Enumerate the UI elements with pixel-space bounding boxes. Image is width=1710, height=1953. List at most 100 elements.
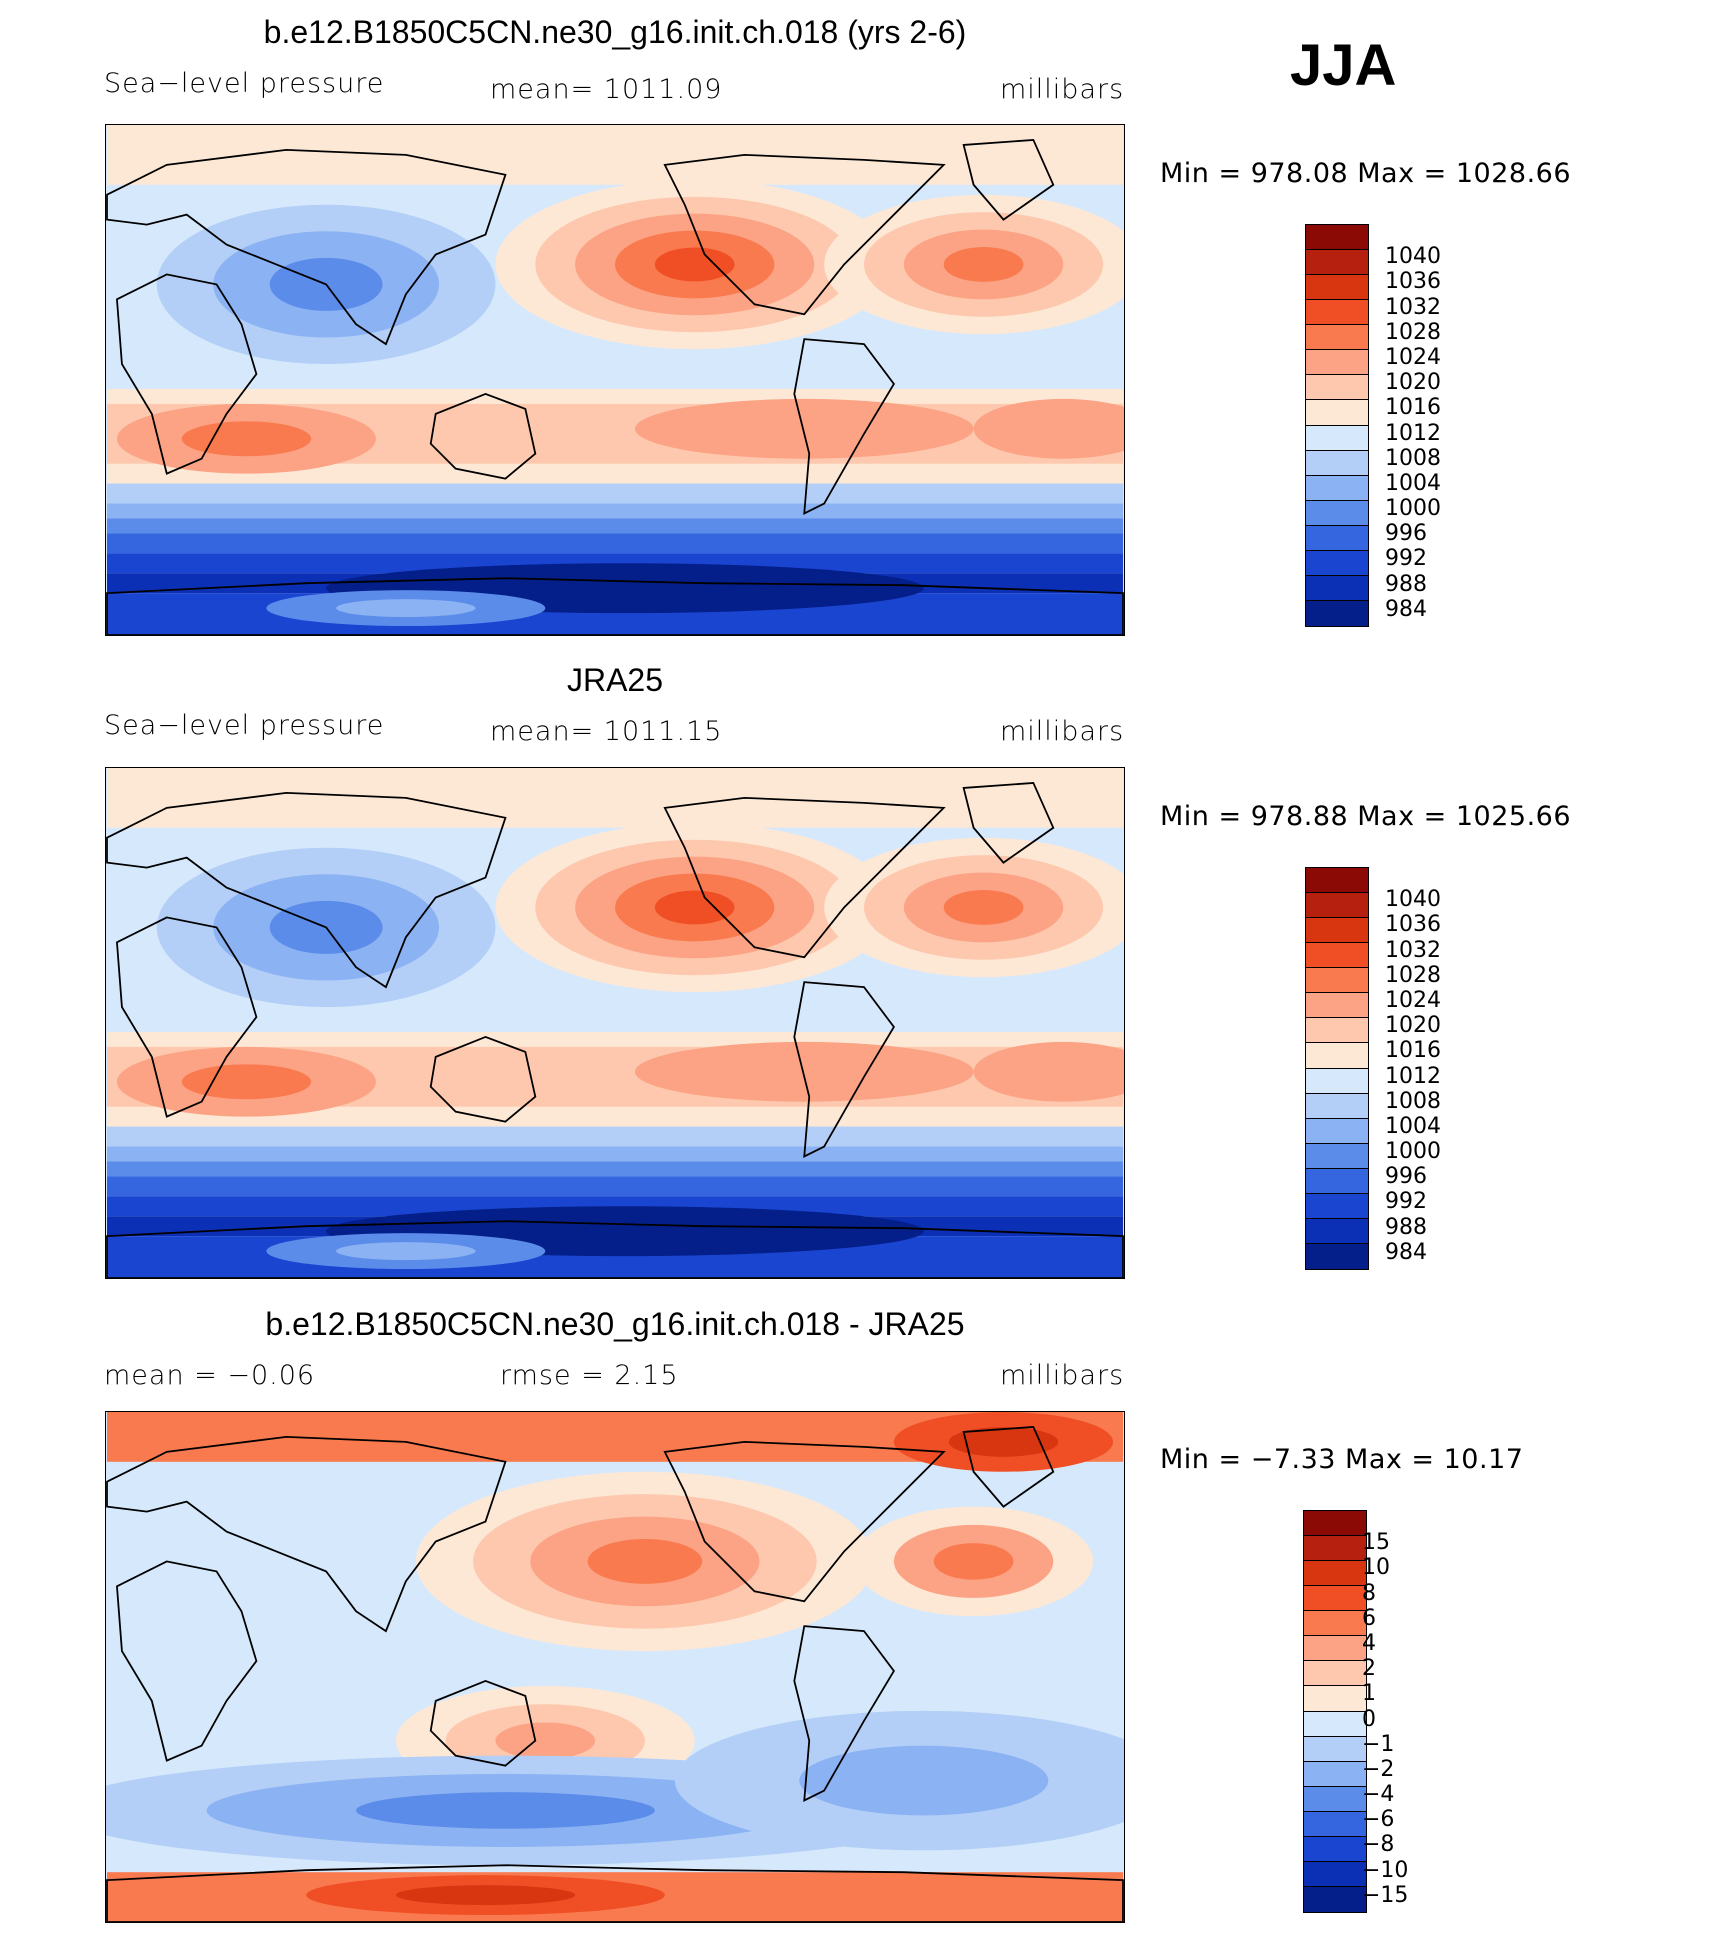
colorbar-tick-label: 992 (1385, 546, 1427, 572)
colorbar-tick-label: 988 (1385, 571, 1427, 597)
panel-2-variable-label: Sea−level pressure (104, 710, 385, 741)
northern-band (106, 768, 1124, 828)
colorbar-swatch (1306, 943, 1368, 969)
colorbar-swatch (1306, 893, 1368, 919)
panel-3-min-max: Min = −7.33 Max = 10.17 (1160, 1444, 1524, 1475)
colorbar-swatch (1306, 475, 1368, 501)
colorbar-tick-label: 988 (1385, 1214, 1427, 1240)
colorbar-swatch (1306, 1168, 1368, 1194)
colorbar-tick-label: 1028 (1385, 319, 1441, 345)
colorbar-swatch (1304, 1611, 1366, 1637)
coastline (793, 1625, 895, 1802)
colorbar-swatch (1304, 1786, 1366, 1812)
colorbar-swatch (1306, 350, 1368, 376)
panel-3-map (105, 1411, 1125, 1923)
colorbar-swatch (1306, 1118, 1368, 1144)
colorbar-swatch (1306, 375, 1368, 401)
colorbar-tick-label: 984 (1385, 1239, 1427, 1265)
colorbar-swatch (1304, 1536, 1366, 1562)
panel-1-colorbar (1305, 224, 1369, 627)
colorbar-tick-label: 1 (1362, 1681, 1376, 1707)
colorbar-tick-label: −1 (1362, 1731, 1395, 1757)
coastline (116, 273, 258, 475)
northern-band (106, 125, 1124, 185)
colorbar-swatch (1306, 1018, 1368, 1044)
colorbar-tick-label: 1020 (1385, 370, 1441, 396)
contour-map (106, 768, 1124, 1278)
panel-2-title: JRA25 (566, 662, 664, 698)
coastline (106, 792, 507, 989)
colorbar-tick-label: 1036 (1385, 269, 1441, 295)
coastline (106, 1864, 1124, 1922)
colorbar-swatch (1306, 425, 1368, 451)
colorbar-swatch (1306, 525, 1368, 551)
pacific-south-high (634, 398, 974, 459)
colorbar-swatch (1306, 250, 1368, 276)
south-atlantic-diff (799, 1745, 1049, 1816)
season-label: JJA (1290, 33, 1397, 98)
coastline (429, 1679, 537, 1767)
colorbar-tick-label: 1004 (1385, 1113, 1441, 1139)
colorbar-tick-label: 1024 (1385, 344, 1441, 370)
colorbar-swatch (1306, 600, 1368, 626)
southern-ocean-band (106, 1196, 1124, 1217)
colorbar-tick-label: 1032 (1385, 294, 1441, 320)
colorbar-tick-label: 1012 (1385, 420, 1441, 446)
coastline (106, 577, 1124, 635)
panel-2-colorbar-labels: 1040 1036 1032 1028 1024 1020 1016 1012 1008 1004… (1385, 867, 1505, 1270)
colorbar-swatch (1304, 1561, 1366, 1587)
panel-1-map (105, 124, 1125, 636)
colorbar-tick-label: −10 (1362, 1857, 1409, 1883)
colorbar-tick-label: 8 (1362, 1580, 1376, 1606)
colorbar-tick-label: 6 (1362, 1605, 1376, 1631)
southern-ocean-band (106, 518, 1124, 534)
southern-ocean-band (106, 1146, 1124, 1162)
panel-2-min-max: Min = 978.88 Max = 1025.66 (1160, 801, 1572, 832)
coastline (793, 981, 895, 1158)
southern-ocean-band (106, 1176, 1124, 1197)
colorbar-swatch (1306, 1193, 1368, 1219)
colorbar-tick-label: 1032 (1385, 937, 1441, 963)
southern-ocean-band (106, 503, 1124, 519)
pacific-south-high (634, 1041, 974, 1102)
colorbar-tick-label: 996 (1385, 521, 1427, 547)
panel-3-units-label: millibars (1000, 1360, 1125, 1391)
panel-2-units-label: millibars (1000, 716, 1125, 747)
atlantic-south-high (973, 398, 1124, 459)
panel-2-mean-label: mean= 1011.15 (490, 716, 723, 747)
colorbar-tick-label: −8 (1362, 1832, 1395, 1858)
colorbar-swatch (1306, 550, 1368, 576)
panel-1-title: b.e12.B1850C5CN.ne30_g16.init.ch.018 (yr… (263, 14, 967, 50)
coastline (962, 139, 1055, 221)
colorbar-swatch (1304, 1886, 1366, 1912)
colorbar-swatch (1306, 575, 1368, 601)
coastline (663, 796, 946, 959)
colorbar-tick-label: 1000 (1385, 496, 1441, 522)
north-pacific-diff (587, 1539, 703, 1584)
panel-2-colorbar (1305, 867, 1369, 1270)
australia-diff (495, 1722, 596, 1759)
panel-1-min-max: Min = 978.08 Max = 1028.66 (1160, 158, 1572, 189)
colorbar-swatch (1306, 968, 1368, 994)
coastline (429, 392, 537, 480)
antarctic-diff-core (395, 1885, 576, 1906)
colorbar-tick-label: 0 (1362, 1706, 1376, 1732)
colorbar-swatch (1306, 225, 1368, 251)
colorbar-tick-label: 1008 (1385, 1088, 1441, 1114)
panel-3-mean-label: mean = −0.06 (104, 1360, 316, 1391)
coastline (116, 1560, 258, 1762)
southern-ocean-band (106, 1126, 1124, 1147)
colorbar-swatch (1306, 918, 1368, 944)
colorbar-swatch (1304, 1636, 1366, 1662)
panel-1-mean-label: mean= 1011.09 (490, 74, 723, 105)
panel-2-map (105, 767, 1125, 1279)
colorbar-swatch (1304, 1861, 1366, 1887)
colorbar-tick-label: 2 (1362, 1656, 1376, 1682)
colorbar-tick-label: 1024 (1385, 987, 1441, 1013)
colorbar-swatch (1306, 1068, 1368, 1094)
coastline (962, 1426, 1055, 1508)
panel-1-units-label: millibars (1000, 74, 1125, 105)
panel-1-colorbar-labels: 1040 1036 1032 1028 1024 1020 1016 1012 1008 1004… (1385, 224, 1505, 627)
antarctic-patch (336, 1242, 476, 1261)
indian-ocean-high (181, 1064, 312, 1100)
